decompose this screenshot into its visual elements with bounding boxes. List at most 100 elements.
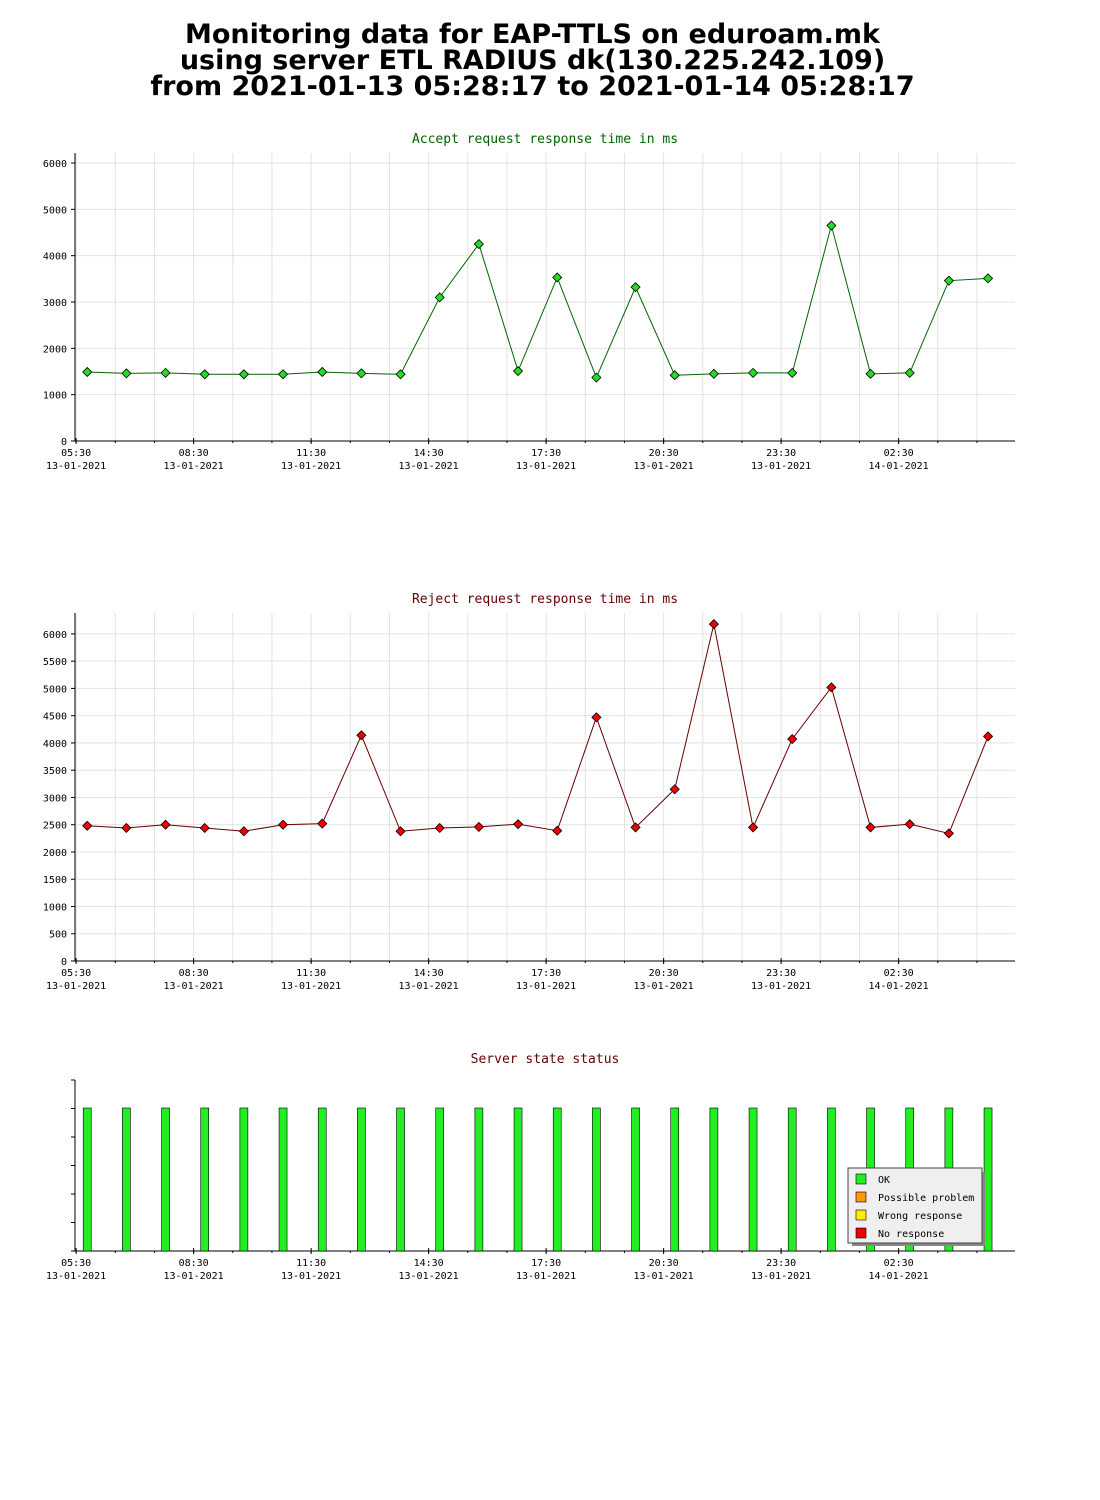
status-chart-status-bar	[631, 1107, 640, 1252]
reject-chart-y-tick-label: 3000	[43, 793, 67, 804]
reject-chart-data-point	[982, 731, 994, 742]
accept-chart-x-tick-label: 11:30	[296, 448, 326, 459]
header-line-2: using server ETL RADIUS dk(130.225.242.1…	[179, 45, 886, 76]
reject-chart-data-point	[787, 734, 798, 745]
reject-chart-x-date-label: 14-01-2021	[869, 981, 929, 992]
status-chart-x-date-label: 13-01-2021	[751, 1271, 811, 1282]
reject-chart-x-date-label: 13-01-2021	[164, 981, 224, 992]
status-chart-x-date-label: 13-01-2021	[46, 1271, 106, 1282]
reject-chart-data-point	[317, 818, 328, 829]
status-chart-x-tick-label: 14:30	[414, 1258, 444, 1269]
reject-chart-x-tick-label: 23:30	[766, 968, 796, 979]
accept-chart-y-tick-label: 6000	[43, 159, 67, 170]
accept-chart-y-tick-label: 4000	[43, 252, 67, 263]
reject-chart-series-line	[87, 623, 989, 835]
reject-chart-y-tick-label: 2000	[43, 848, 67, 859]
reject-chart-data-point	[82, 820, 93, 831]
accept-chart-data-point	[473, 239, 484, 250]
status-chart-legend-box	[847, 1167, 983, 1244]
accept-chart-x-tick-label: 17:30	[531, 448, 561, 459]
reject-chart-title: Reject request response time in ms	[412, 592, 678, 607]
reject-chart-x-date-label: 13-01-2021	[281, 981, 341, 992]
accept-chart-x-tick-label: 14:30	[414, 448, 444, 459]
accept-chart-x-date-label: 13-01-2021	[281, 461, 341, 472]
accept-chart-x-date-label: 13-01-2021	[634, 461, 694, 472]
accept-chart-data-point	[747, 367, 759, 378]
accept-chart-y-tick-label: 5000	[43, 205, 67, 216]
reject-chart-y-tick-label: 500	[49, 930, 67, 941]
accept-chart-data-point	[238, 369, 249, 380]
accept-chart-data-point	[121, 368, 132, 379]
reject-chart-data-point	[160, 819, 171, 830]
page-header: Monitoring data for EAP-TTLS on eduroam.…	[0, 19, 1065, 102]
reject-chart-data-point	[865, 822, 876, 833]
reject-chart-data-point	[121, 822, 132, 834]
reject-chart-y-tick-label: 5000	[43, 684, 67, 695]
reject-chart-data-point	[669, 784, 680, 795]
accept-chart-data-point	[865, 368, 876, 379]
accept-chart-data-point	[512, 365, 524, 377]
reject-chart-data-point	[826, 682, 837, 693]
accept-chart-data-point	[630, 282, 641, 293]
status-chart-status-bar	[787, 1107, 797, 1252]
status-chart-status-bar	[592, 1107, 601, 1252]
reject-chart-x-tick-label: 02:30	[884, 968, 914, 979]
status-chart-status-bar	[239, 1107, 249, 1252]
reject-chart-data-point	[552, 825, 563, 836]
status-chart-status-bar	[827, 1107, 836, 1252]
accept-chart-x-tick-label: 02:30	[884, 448, 914, 459]
reject-chart-x-date-label: 13-01-2021	[634, 981, 694, 992]
accept-chart-data-point	[356, 368, 367, 379]
header-line-1: Monitoring data for EAP-TTLS on eduroam.…	[185, 19, 880, 50]
accept-chart-y-tick-label: 1000	[43, 391, 67, 402]
accept-chart-y-tick-label: 2000	[43, 344, 67, 355]
reject-chart-y-tick-label: 2500	[43, 821, 67, 832]
status-chart-status-bar	[670, 1107, 680, 1252]
reject-chart-y-tick-label: 5500	[43, 657, 67, 668]
status-chart-legend-label: No response	[878, 1229, 944, 1240]
status-chart-status-bar	[552, 1107, 562, 1252]
reject-chart-x-tick-label: 14:30	[414, 968, 444, 979]
accept-chart-data-point	[317, 366, 328, 378]
status-chart-x-tick-label: 11:30	[296, 1258, 326, 1269]
accept-chart-data-point	[669, 370, 680, 381]
accept-chart-x-date-label: 13-01-2021	[516, 461, 576, 472]
reject-chart-data-point	[395, 826, 406, 837]
status-chart-legend-swatch	[855, 1173, 867, 1185]
accept-chart-series-line	[87, 223, 989, 379]
status-chart-legend-label: OK	[878, 1175, 890, 1186]
reject-chart-y-tick-label: 4500	[43, 712, 67, 723]
status-chart-status-bar	[317, 1107, 327, 1252]
accept-chart-x-tick-label: 05:30	[61, 448, 91, 459]
reject-chart-x-tick-label: 20:30	[649, 968, 679, 979]
accept-chart-x-date-label: 13-01-2021	[164, 461, 224, 472]
header-line-3: from 2021-01-13 05:28:17 to 2021-01-14 0…	[150, 71, 915, 102]
accept-chart-title: Accept request response time in ms	[412, 132, 678, 147]
status-chart-status-bar	[513, 1107, 523, 1252]
status-chart-x-tick-label: 02:30	[884, 1258, 914, 1269]
accept-chart-data-point	[82, 366, 93, 378]
accept-chart-x-date-label: 13-01-2021	[399, 461, 459, 472]
reject-chart-x-date-label: 13-01-2021	[751, 981, 811, 992]
status-chart-status-bar	[709, 1107, 719, 1252]
status-chart-status-bar	[396, 1107, 405, 1252]
status-chart-legend-swatch	[855, 1227, 867, 1239]
reject-chart-x-date-label: 13-01-2021	[46, 981, 106, 992]
reject-chart-x-date-label: 13-01-2021	[516, 981, 576, 992]
accept-chart-data-point	[552, 272, 563, 283]
accept-chart-x-tick-label: 23:30	[766, 448, 796, 459]
reject-chart-y-tick-label: 4000	[43, 739, 67, 750]
status-chart-x-date-label: 14-01-2021	[869, 1271, 929, 1282]
status-chart-status-bar	[435, 1107, 445, 1252]
status-chart-x-date-label: 13-01-2021	[516, 1271, 576, 1282]
accept-chart-data-point	[904, 367, 915, 378]
accept-chart-data-point	[199, 369, 210, 380]
status-chart-status-bar	[82, 1107, 92, 1252]
reject-chart-y-tick-label: 1500	[43, 875, 67, 886]
status-chart-legend: OK Possible problem Wrong response No respo…	[847, 1167, 985, 1246]
accept-chart-x-tick-label: 20:30	[649, 448, 679, 459]
reject-chart-data-point	[434, 822, 445, 834]
status-chart-x-tick-label: 23:30	[766, 1258, 796, 1269]
reject-chart-y-tick-label: 6000	[43, 630, 67, 641]
